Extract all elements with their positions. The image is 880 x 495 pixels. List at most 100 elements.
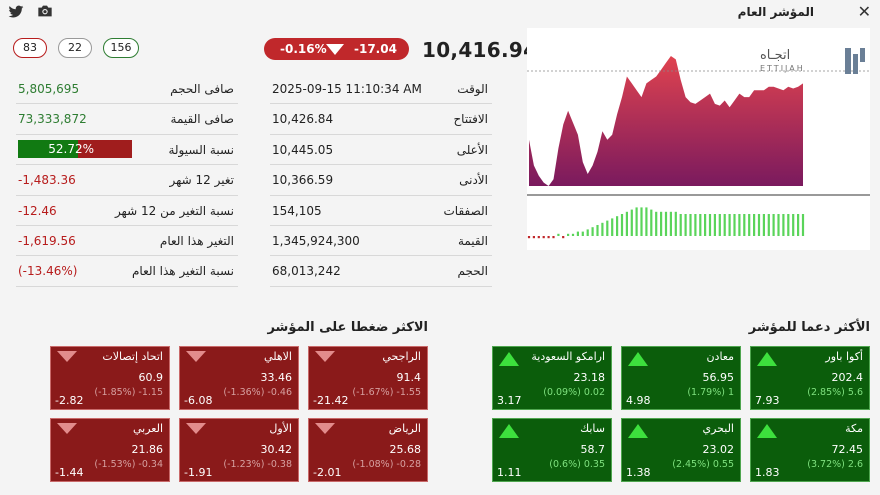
gainers-card[interactable]: مكة 72.45 (3.72%) 2.6 1.83 bbox=[750, 418, 870, 482]
volume-bar bbox=[797, 214, 800, 236]
stat-label: الوقت bbox=[457, 82, 488, 96]
volume-bar bbox=[581, 231, 584, 236]
stats-row: نسبة السيولة 52.72% bbox=[16, 135, 238, 166]
stat-label: التغير هذا العام bbox=[159, 233, 234, 248]
stock-name: الأول bbox=[269, 422, 292, 435]
ettijah-logo-icon bbox=[845, 48, 865, 74]
volume-bar bbox=[625, 211, 628, 236]
up-arrow-icon bbox=[628, 352, 648, 366]
losers-card[interactable]: العربي 21.86 (-1.53%) -0.34 -1.44 bbox=[50, 418, 170, 482]
losers-card[interactable]: الراجحي 91.4 (-1.67%) -1.55 -21.42 bbox=[308, 346, 428, 410]
volume-bar bbox=[650, 209, 653, 236]
gainers-card[interactable]: أكوا باور 202.4 (2.85%) 5.6 7.93 bbox=[750, 346, 870, 410]
volume-bar bbox=[630, 209, 633, 236]
stats-row: نسبة التغير من 12 شهر -12.46 bbox=[16, 196, 238, 226]
stats-row: الأعلى 10,445.05 bbox=[270, 135, 492, 166]
index-impact: 4.98 bbox=[626, 394, 651, 407]
stats-row: الافتتاح 10,426.84 bbox=[270, 104, 492, 135]
index-impact: 1.11 bbox=[497, 466, 522, 479]
stock-name: الراجحي bbox=[382, 350, 421, 363]
stock-price: 25.68 bbox=[389, 443, 422, 456]
stock-name: الرياض bbox=[388, 422, 421, 435]
volume-bar bbox=[743, 214, 746, 236]
index-value: 10,416.94 bbox=[422, 38, 538, 62]
gainers-card[interactable]: معادن 56.95 (1.79%) 1 4.98 bbox=[621, 346, 741, 410]
stats-row: الوقت 2025-09-15 11:10:34 AM bbox=[270, 74, 492, 105]
gainers-card[interactable]: البحري 23.02 (2.45%) 0.55 1.38 bbox=[621, 418, 741, 482]
down-arrow-icon bbox=[57, 423, 77, 434]
index-impact: -1.44 bbox=[55, 466, 84, 479]
volume-bar bbox=[591, 227, 594, 236]
stock-name: ارامكو السعودية bbox=[531, 350, 605, 363]
stock-change: (0.6%) 0.35 bbox=[549, 459, 605, 470]
volume-bar bbox=[576, 231, 579, 236]
volume-bar bbox=[674, 211, 677, 236]
volume-bar bbox=[552, 236, 555, 239]
index-change-badge: -0.16% -17.04 bbox=[264, 38, 409, 60]
volume-bar bbox=[782, 214, 785, 236]
stock-price: 23.18 bbox=[573, 371, 606, 384]
down-arrow-icon bbox=[186, 351, 206, 362]
change-percent: -0.16% bbox=[280, 42, 327, 56]
close-icon[interactable]: ✕ bbox=[857, 2, 871, 21]
volume-bar bbox=[532, 236, 535, 239]
stock-price: 91.4 bbox=[396, 371, 422, 384]
stock-price: 23.02 bbox=[702, 443, 735, 456]
down-arrow-icon bbox=[57, 351, 77, 362]
volume-bar bbox=[708, 214, 712, 236]
stat-label: نسبة التغير من 12 شهر bbox=[114, 203, 234, 218]
stat-value: -12.46 bbox=[18, 203, 57, 218]
camera-icon[interactable] bbox=[37, 4, 53, 18]
stat-value: 154,105 bbox=[272, 203, 322, 218]
stat-value: 10,366.59 bbox=[272, 173, 334, 188]
stat-label: الحجم bbox=[457, 264, 488, 279]
volume-bar bbox=[753, 214, 756, 236]
volume-bar bbox=[527, 236, 531, 239]
up-arrow-icon bbox=[499, 352, 519, 366]
stats-row: صافى القيمة 73,333,872 bbox=[16, 104, 238, 135]
stock-price: 56.95 bbox=[702, 371, 735, 384]
losers-card[interactable]: اتحاد إتصالات 60.9 (-1.85%) -1.15 -2.82 bbox=[50, 346, 170, 410]
volume-bar bbox=[616, 216, 619, 236]
stock-change: (0.09%) 0.02 bbox=[543, 387, 605, 398]
stats-row: الأدنى 10,366.59 bbox=[270, 165, 492, 196]
stock-name: الاهلي bbox=[264, 350, 292, 363]
losers-card[interactable]: الاهلي 33.46 (-1.36%) -0.46 -6.08 bbox=[179, 346, 299, 410]
stats-row: القيمة 1,345,924,300 bbox=[270, 226, 492, 257]
liquidity-bar-fill bbox=[18, 139, 79, 158]
stock-change: (-1.36%) -0.46 bbox=[223, 387, 292, 398]
stock-change: (1.79%) 1 bbox=[687, 387, 734, 398]
volume-bar bbox=[801, 214, 805, 236]
losers-card[interactable]: الأول 30.42 (-1.23%) -0.38 -1.91 bbox=[179, 418, 299, 482]
advances-count: 156 bbox=[103, 38, 139, 58]
gainers-card[interactable]: سابك 58.7 (0.6%) 0.35 1.11 bbox=[492, 418, 612, 482]
down-arrow-icon bbox=[186, 423, 206, 434]
volume-bar bbox=[792, 214, 795, 236]
volume-bar bbox=[660, 211, 663, 236]
intraday-chart: اتجـاه ETTIJAH bbox=[527, 28, 870, 250]
stock-name: أكوا باور bbox=[825, 350, 863, 363]
down-arrow-icon bbox=[326, 44, 344, 55]
index-impact: -6.08 bbox=[184, 394, 213, 407]
volume-bar bbox=[586, 229, 589, 236]
window-title: المؤشر العام bbox=[737, 5, 814, 19]
stats-row: التغير هذا العام -1,619.56 bbox=[16, 226, 238, 257]
stat-value: 73,333,872 bbox=[18, 112, 87, 127]
gainers-card[interactable]: ارامكو السعودية 23.18 (0.09%) 0.02 3.17 bbox=[492, 346, 612, 410]
losers-card[interactable]: الرياض 25.68 (-1.08%) -0.28 -2.01 bbox=[308, 418, 428, 482]
stat-label: الأعلى bbox=[456, 142, 488, 157]
volume-bar bbox=[645, 207, 648, 236]
up-arrow-icon bbox=[628, 424, 648, 438]
chart-canvas bbox=[527, 56, 870, 239]
price-area bbox=[529, 56, 803, 186]
logo-latin: ETTIJAH bbox=[760, 64, 805, 73]
volume-bar bbox=[562, 236, 565, 239]
volume-bar bbox=[757, 214, 761, 236]
up-arrow-icon bbox=[499, 424, 519, 438]
down-arrow-icon bbox=[315, 423, 335, 434]
volume-bar bbox=[704, 214, 707, 236]
stat-value: 5,805,695 bbox=[18, 82, 80, 96]
twitter-icon[interactable] bbox=[8, 5, 24, 19]
volume-bar bbox=[606, 220, 609, 236]
stock-name: اتحاد إتصالات bbox=[102, 350, 163, 363]
